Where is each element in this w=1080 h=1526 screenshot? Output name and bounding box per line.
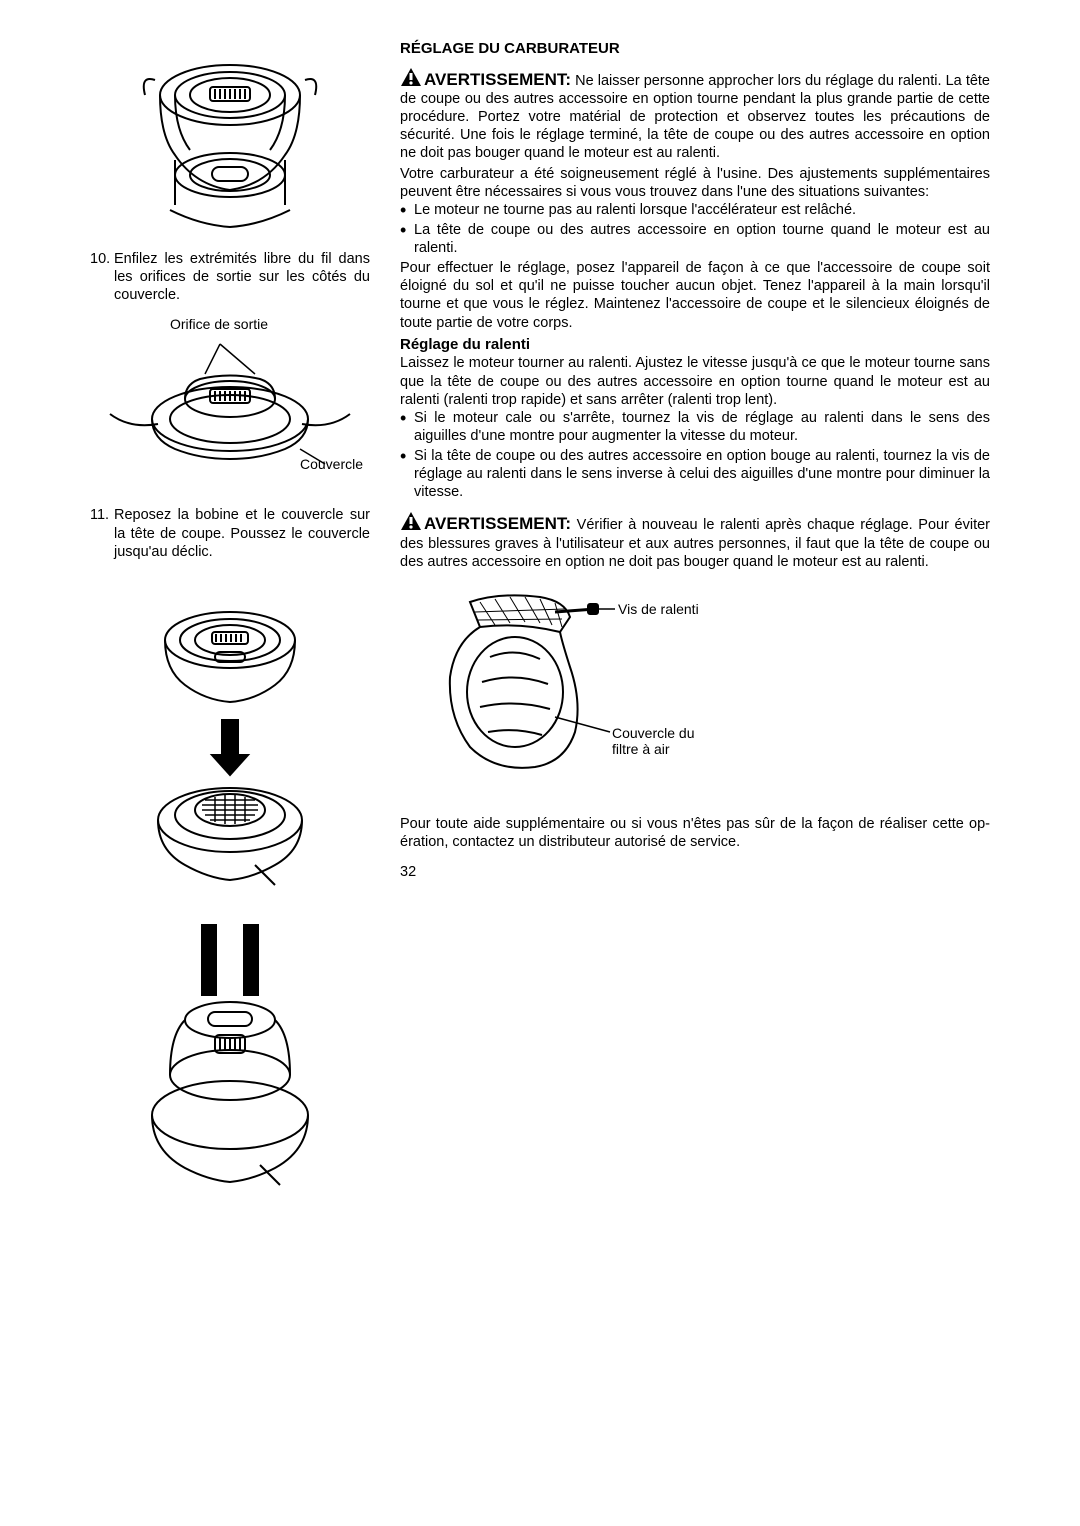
situation-2: La tête de coupe ou des autres accessoir…: [400, 221, 990, 257]
step-11-text: Reposez la bobine et le couvercle sur la…: [114, 506, 370, 560]
adjustment-prep: Pour effectuer le réglage, posez l'appar…: [400, 259, 990, 332]
figure-cover-label-top: Orifice de sortie: [170, 316, 268, 332]
warning-1-paragraph: AVERTISSEMENT: Ne laisser per­sonne appr…: [400, 67, 990, 163]
section-heading: RÉGLAGE DU CARBURATEUR: [400, 40, 990, 59]
warning-icon: [400, 511, 422, 531]
figure-cover-label-bottom: Couvercle: [300, 456, 363, 472]
idle-adjust-list: Si le moteur cale ou s'arrête, tournez l…: [400, 409, 990, 502]
step-10: 10. Enfilez les extrémités libre du fil …: [90, 250, 370, 304]
warning-2-label: AVERTISSEMENT:: [424, 514, 571, 533]
idle-adjust-decrease: Si la tête de coupe ou des autres access…: [400, 447, 990, 501]
warning-icon: [400, 67, 422, 87]
idle-adjust-heading: Réglage du ralenti: [400, 336, 990, 355]
figure-spool-top: [90, 40, 370, 240]
idle-adjust-intro: Laissez le moteur tourner au ralenti. Aj…: [400, 354, 990, 408]
step-10-number: 10.: [90, 250, 114, 304]
step-11-number: 11.: [90, 506, 114, 560]
service-contact: Pour toute aide supplémentaire ou si vou…: [400, 815, 990, 851]
figure-head-posts: [90, 915, 370, 1195]
carburetor-label-cover-2: filtre à air: [612, 741, 670, 759]
right-column: RÉGLAGE DU CARBURATEUR AVERTISSEMENT: Ne…: [400, 40, 990, 1195]
step-10-text: Enfilez les extrémités libre du fil dans…: [114, 250, 370, 304]
warning-1-label: AVERTISSEMENT:: [424, 70, 571, 89]
page-number: 32: [400, 863, 990, 881]
left-column: 10. Enfilez les extrémités libre du fil …: [90, 40, 370, 1195]
step-11: 11. Reposez la bobine et le couvercle su…: [90, 506, 370, 560]
figure-carburetor: Vis de ralenti Couvercle du filtre à air: [400, 587, 990, 787]
situation-1: Le moteur ne tourne pas au ralenti lorsq…: [400, 201, 990, 219]
figure-cover-exit: Orifice de sortie: [90, 316, 370, 486]
carburetor-intro: Votre carburateur a été soigneusement ré…: [400, 165, 990, 201]
situations-list: Le moteur ne tourne pas au ralenti lorsq…: [400, 201, 990, 257]
figure-reassembly: [90, 585, 370, 895]
carburetor-label-screw: Vis de ralenti: [618, 601, 699, 619]
carburetor-label-cover-1: Couvercle du: [612, 725, 695, 743]
warning-2-paragraph: AVERTISSEMENT: Vérifier à nou­veau le ra…: [400, 511, 990, 571]
idle-adjust-increase: Si le moteur cale ou s'arrête, tournez l…: [400, 409, 990, 445]
